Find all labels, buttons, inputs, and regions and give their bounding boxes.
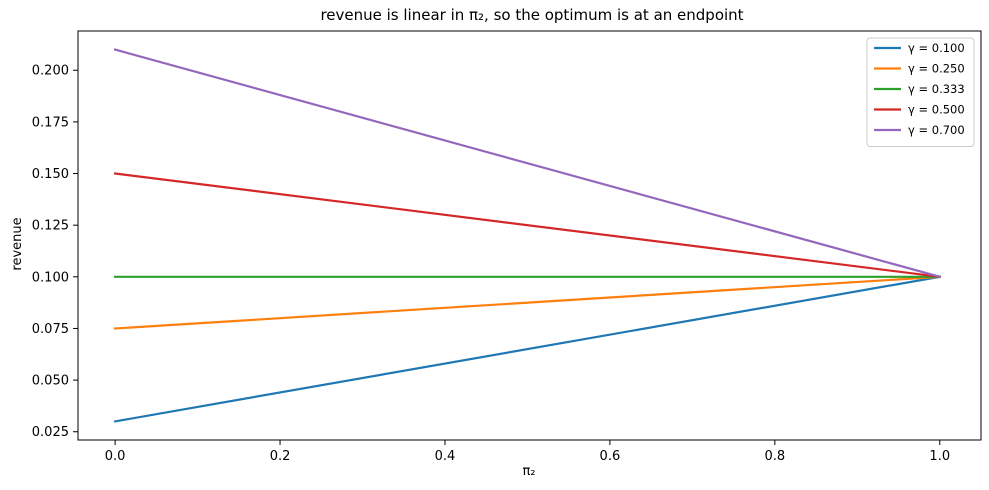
y-axis: 0.025 0.050 0.075 0.100 0.125 0.150 0.175 0.200: [32, 64, 78, 440]
y-tick-label: 0.150: [32, 167, 69, 182]
plot-frame: [77, 30, 982, 441]
legend-box: [866, 37, 975, 147]
legend-entry: γ = 0.250: [908, 62, 965, 76]
series-line-5: [113, 48, 942, 279]
y-axis-label: revenue: [10, 217, 25, 270]
y-tick-label: 0.050: [32, 374, 69, 389]
series-line-1: [113, 275, 942, 423]
y-tick-label: 0.100: [32, 270, 69, 285]
series-line-2: [113, 275, 941, 330]
x-tick-label: 0.4: [435, 449, 456, 464]
y-tick-label: 0.125: [32, 219, 69, 234]
plot-area: [77, 30, 982, 441]
x-tick-label: 0.8: [764, 449, 785, 464]
legend: γ = 0.100 γ = 0.250 γ = 0.333 γ = 0.500 γ = …: [866, 37, 975, 147]
x-tick-label: 0.6: [600, 449, 621, 464]
x-tick-label: 0.2: [270, 449, 291, 464]
x-axis-label: π₂: [522, 464, 535, 479]
x-axis: 0.0 0.2 0.4 0.6 0.8 1.0: [105, 440, 950, 464]
y-tick-label: 0.200: [32, 64, 69, 79]
legend-entry: γ = 0.500: [908, 103, 965, 117]
y-tick-label: 0.025: [32, 425, 69, 440]
chart-title: revenue is linear in π₂, so the optimum …: [320, 6, 743, 24]
legend-entry: γ = 0.333: [908, 82, 965, 96]
y-tick-label: 0.075: [32, 322, 69, 337]
legend-entry: γ = 0.700: [908, 123, 965, 137]
x-tick-label: 1.0: [929, 449, 950, 464]
y-tick-label: 0.175: [32, 115, 69, 130]
series-line-4: [113, 172, 942, 279]
legend-entry: γ = 0.100: [908, 41, 965, 55]
x-tick-label: 0.0: [105, 449, 126, 464]
